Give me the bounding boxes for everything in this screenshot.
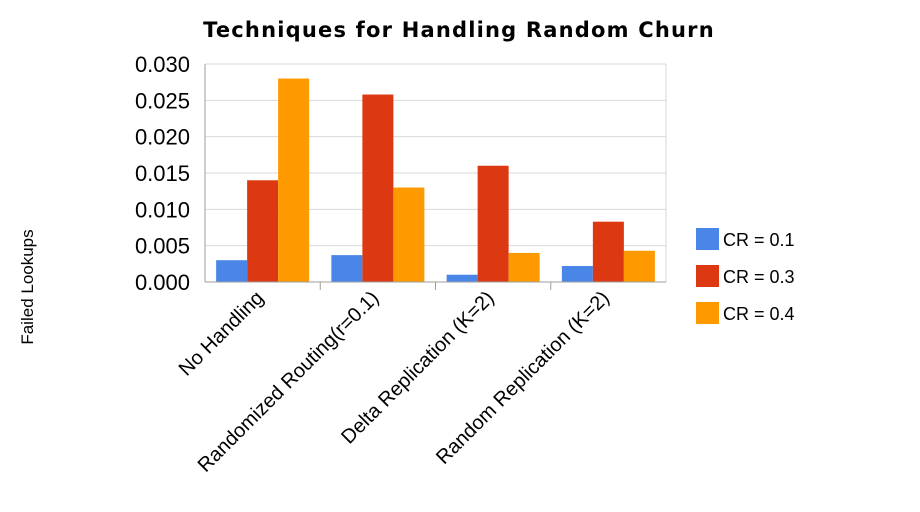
bar [216, 260, 248, 282]
y-tick-label: 0.005 [135, 234, 190, 259]
bar [247, 180, 279, 282]
bar [561, 266, 593, 282]
y-tick-label: 0.010 [135, 197, 190, 222]
legend-swatch [696, 228, 719, 250]
legend-swatch [696, 302, 719, 324]
bar [508, 252, 540, 282]
bars [216, 78, 655, 283]
bar [623, 250, 655, 282]
bar [592, 221, 624, 282]
axes [204, 64, 667, 290]
legend-label: CR = 0.1 [723, 230, 795, 250]
legend-label: CR = 0.3 [723, 267, 795, 287]
x-tick-label: No Handling [175, 287, 268, 380]
legend-label: CR = 0.4 [723, 304, 795, 324]
bar [446, 274, 478, 282]
bar [477, 165, 509, 282]
legend: CR = 0.1 CR = 0.3 CR = 0.4 [696, 228, 795, 324]
y-tick-label: 0.000 [135, 270, 190, 295]
chart-title: Techniques for Handling Random Churn [203, 18, 715, 42]
y-tick-labels: 0.000 0.005 0.010 0.015 0.020 0.025 0.030 [135, 52, 190, 295]
y-tick-label: 0.025 [135, 88, 190, 113]
bar [278, 78, 310, 283]
y-tick-label: 0.015 [135, 161, 190, 186]
legend-swatch [696, 265, 719, 287]
x-tick-label: Randomized Routing(r=0.1) [194, 287, 384, 477]
y-tick-label: 0.030 [135, 52, 190, 77]
bar [362, 94, 394, 283]
y-axis-label: Failed Lookups [18, 229, 37, 344]
y-tick-label: 0.020 [135, 125, 190, 150]
bar [393, 187, 425, 282]
bar [331, 255, 363, 282]
